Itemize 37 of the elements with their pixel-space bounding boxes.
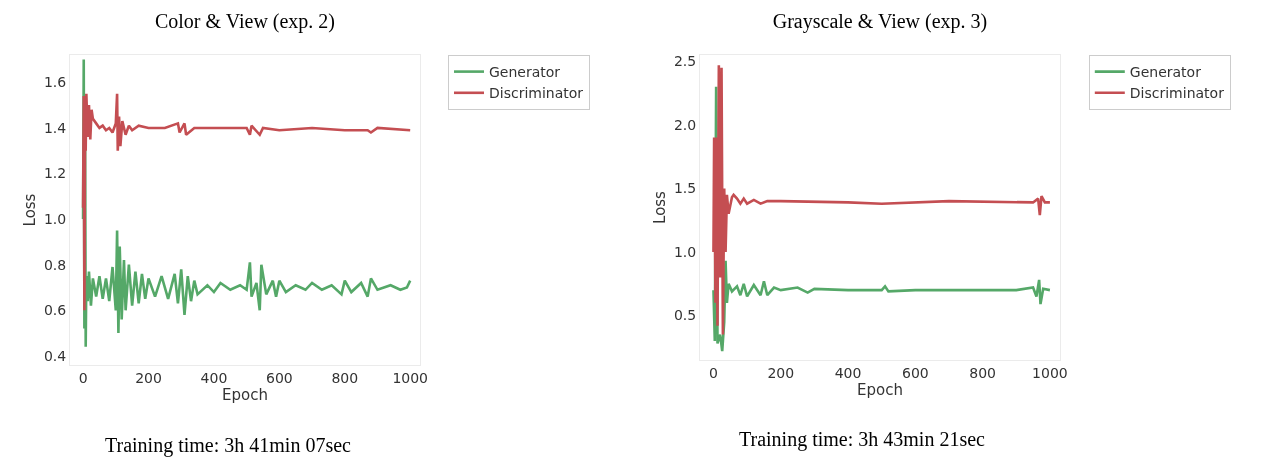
x-tick-label: 800	[969, 364, 996, 381]
x-tick-label: 0	[78, 369, 88, 386]
text: Training time: 3h 41min 07sec	[105, 434, 352, 457]
x-tick-label: 200	[767, 364, 795, 381]
x-tick-label: 200	[135, 369, 162, 386]
line-series	[81, 92, 412, 312]
y-tick-label: 1.0	[43, 211, 67, 228]
x-axis-title: Epoch	[222, 385, 268, 404]
x-tick-label: 800	[331, 369, 359, 386]
y-tick-label: 1.2	[43, 165, 67, 182]
x-tick-label: 0	[709, 364, 718, 381]
y-tick-label: 2.5	[673, 53, 697, 70]
y-tick-label: 0.4	[43, 347, 67, 364]
y-tick-label: 0.8	[43, 256, 67, 273]
x-tick-label: 400	[200, 369, 228, 386]
y-tick-label: 1.6	[43, 74, 67, 91]
x-tick-label: 400	[834, 364, 862, 381]
x-tick-label: 1000	[1032, 364, 1068, 381]
legend-label: Generator	[489, 64, 561, 81]
chart-title: Grayscale & View (exp. 3)	[772, 9, 988, 33]
legend-label: Discriminator	[489, 85, 584, 102]
text: Training time: 3h 43min 21sec	[739, 428, 986, 451]
y-tick-label: 0.5	[673, 307, 697, 324]
y-axis-title: Loss	[651, 190, 670, 224]
x-tick-label: 1000	[392, 369, 429, 386]
y-tick-label: 2.0	[673, 116, 697, 133]
y-tick-label: 1.0	[673, 243, 697, 260]
y-tick-label: 1.5	[673, 180, 697, 197]
y-axis-title: Loss	[21, 193, 40, 227]
legend-label: Generator	[1129, 64, 1202, 81]
x-axis-title: Epoch	[857, 380, 903, 399]
x-tick-label: 600	[265, 369, 293, 386]
chart-title: Color & View (exp. 2)	[154, 9, 336, 33]
y-tick-label: 1.4	[43, 119, 67, 136]
legend-label: Discriminator	[1129, 85, 1225, 102]
x-tick-label: 600	[901, 364, 929, 381]
y-tick-label: 0.6	[43, 302, 67, 319]
